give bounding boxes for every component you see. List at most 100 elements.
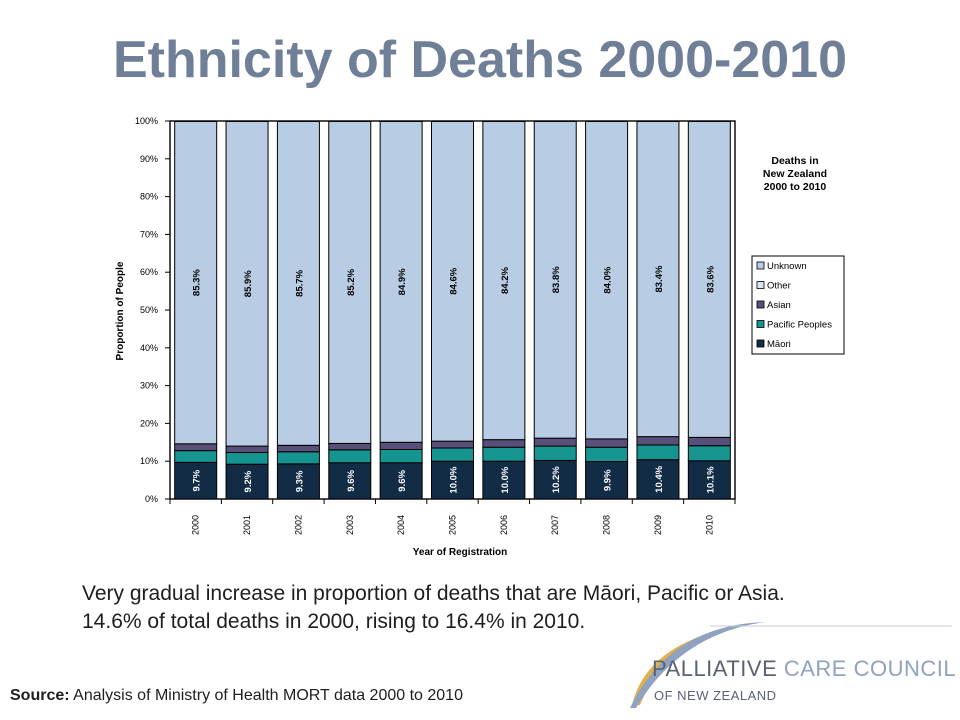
bar-segment xyxy=(585,438,629,448)
bar-segment xyxy=(431,120,474,442)
legend-swatch xyxy=(756,339,765,348)
legend-box xyxy=(751,255,845,355)
bar-segment xyxy=(687,436,731,447)
logo-subtitle: OF NEW ZEALAND xyxy=(654,688,777,703)
x-tick-label: 2007 xyxy=(550,515,560,535)
caption-line-2: 14.6% of total deaths in 2000, rising to… xyxy=(82,610,586,633)
x-tick-label: 2006 xyxy=(499,515,509,535)
bar-segment xyxy=(687,460,731,500)
legend-label: Unknown xyxy=(767,261,807,272)
legend-swatch xyxy=(756,261,765,270)
source-note: Source: Analysis of Ministry of Health M… xyxy=(10,687,463,705)
bar-segment xyxy=(636,120,680,438)
bar-segment xyxy=(687,445,731,462)
legend-swatch xyxy=(756,281,765,289)
y-tick-label: 10% xyxy=(140,456,158,466)
bar-segment xyxy=(174,461,218,500)
bar-segment xyxy=(431,440,474,449)
bar-segment xyxy=(585,446,629,463)
bar-segment xyxy=(276,120,320,446)
data-label: 9.6% xyxy=(397,469,408,491)
x-tick-label: 2005 xyxy=(448,515,458,535)
chart-title-line: 2000 to 2010 xyxy=(764,181,827,193)
y-tick-label: 80% xyxy=(140,192,158,202)
bar-segment xyxy=(533,437,577,447)
data-label: 85.7% xyxy=(294,269,305,296)
data-label: 84.6% xyxy=(449,267,460,294)
bar-segment xyxy=(533,445,577,461)
y-tick-label: 60% xyxy=(140,267,158,277)
x-tick-label: 2001 xyxy=(242,515,252,535)
bar-segment xyxy=(328,462,372,500)
legend-label: Pacific Peoples xyxy=(767,320,832,331)
bar-segment xyxy=(379,462,423,500)
x-tick-label: 2003 xyxy=(345,515,355,535)
legend-swatch xyxy=(756,320,765,328)
data-label: 84.0% xyxy=(603,266,614,293)
data-label: 9.3% xyxy=(294,470,305,492)
logo-name: PALLIATIVE CARE COUNCIL xyxy=(652,656,955,681)
bar-segment xyxy=(225,120,269,447)
bar-segment xyxy=(533,120,577,439)
x-tick-label: 2009 xyxy=(653,515,663,535)
bar-segment xyxy=(636,459,680,500)
bar-segment xyxy=(328,449,372,464)
bar-segment xyxy=(225,452,269,465)
x-tick-label: 2008 xyxy=(602,515,612,535)
bar-segment xyxy=(636,436,680,446)
bar-segment xyxy=(328,442,372,451)
y-tick-label: 20% xyxy=(140,418,158,428)
bar-segment xyxy=(276,451,320,465)
bar-segment xyxy=(482,439,526,448)
data-label: 83.6% xyxy=(705,265,716,292)
data-label: 83.4% xyxy=(654,265,665,292)
source-label: Source: xyxy=(10,687,70,704)
chart-title-line: New Zealand xyxy=(763,168,827,180)
data-label: 9.9% xyxy=(603,469,614,491)
legend-swatch xyxy=(756,300,765,309)
data-label: 9.6% xyxy=(346,469,357,491)
logo-swoosh-accent xyxy=(630,622,765,708)
y-tick-label: 70% xyxy=(140,229,158,239)
data-label: 10.2% xyxy=(551,466,562,493)
slide-title: Ethnicity of Deaths 2000-2010 xyxy=(112,31,848,89)
palliative-care-council-logo: PALLIATIVE CARE COUNCIL OF NEW ZEALAND xyxy=(630,622,955,708)
caption: Very gradual increase in proportion of d… xyxy=(82,580,922,636)
bar-segment xyxy=(225,445,269,454)
data-label: 84.9% xyxy=(397,268,408,295)
source-text: Analysis of Ministry of Health MORT data… xyxy=(69,687,463,704)
bar-segment xyxy=(174,443,218,452)
legend-label: Asian xyxy=(767,300,791,311)
caption-line-1: Very gradual increase in proportion of d… xyxy=(82,582,785,605)
data-label: 84.2% xyxy=(500,266,511,293)
bar-segment xyxy=(482,460,526,500)
bar-segment xyxy=(533,459,577,500)
y-tick-label: 50% xyxy=(140,305,158,315)
bar-segment xyxy=(379,448,423,464)
x-tick-label: 2004 xyxy=(396,515,406,535)
bar-segment xyxy=(379,441,423,450)
bar-segment xyxy=(276,463,320,500)
chart-title-line: Deaths in xyxy=(771,155,818,167)
x-tick-label: 2002 xyxy=(293,515,303,535)
data-label: 10.1% xyxy=(705,466,716,493)
data-label: 85.2% xyxy=(346,268,357,295)
legend-label: Other xyxy=(767,281,791,292)
y-tick-label: 30% xyxy=(140,381,158,391)
y-tick-label: 90% xyxy=(140,154,158,164)
bar-segment xyxy=(482,446,526,462)
data-label: 10.0% xyxy=(500,466,511,493)
x-tick-label: 2010 xyxy=(704,515,714,535)
chart-legend: Unknown Other Asian Pacific Peoples Māori xyxy=(751,255,845,355)
y-tick-label: 0% xyxy=(145,494,158,504)
x-tick-label: 2000 xyxy=(191,515,201,535)
bar-segment xyxy=(431,447,474,462)
data-label: 85.9% xyxy=(243,270,254,297)
legend-label: Māori xyxy=(767,339,791,350)
bar-segment xyxy=(482,120,526,441)
bar-segment xyxy=(276,444,320,453)
data-label: 10.0% xyxy=(449,466,460,493)
chart-data-labels: 9.7% 85.3% 9.2% 85.9% 9.3% 85.7% 9.6% 85.2% 9.6%… xyxy=(192,265,717,494)
